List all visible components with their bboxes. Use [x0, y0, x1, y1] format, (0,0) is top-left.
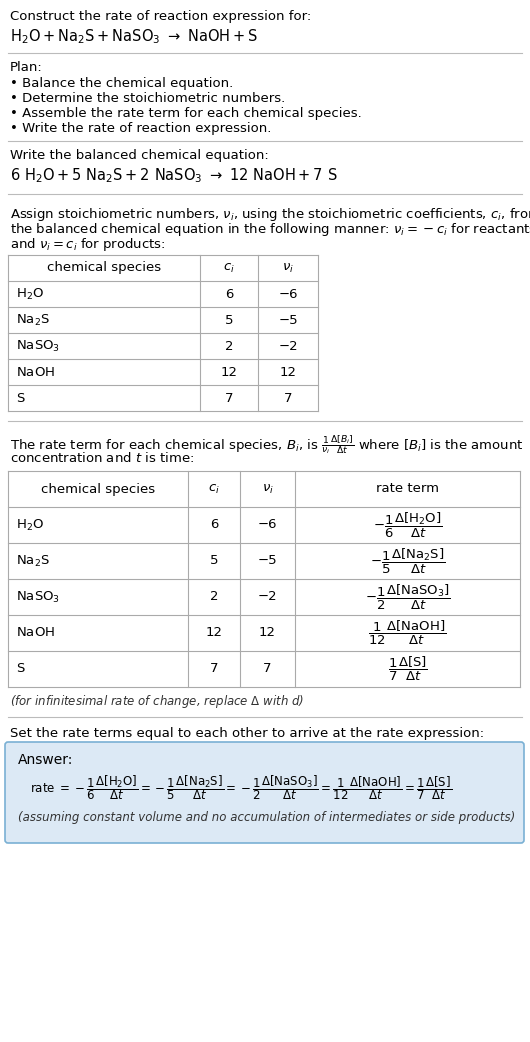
Text: $\mathrm{S}$: $\mathrm{S}$	[16, 663, 25, 675]
FancyBboxPatch shape	[5, 742, 524, 843]
Text: 2: 2	[225, 340, 233, 352]
Text: −2: −2	[278, 340, 298, 352]
Text: rate term: rate term	[376, 482, 439, 496]
Text: $c_i$: $c_i$	[208, 482, 220, 496]
Text: Set the rate terms equal to each other to arrive at the rate expression:: Set the rate terms equal to each other t…	[10, 727, 484, 740]
Text: −6: −6	[258, 519, 277, 531]
Text: 12: 12	[220, 366, 237, 378]
Text: $-\dfrac{1}{2}\dfrac{\Delta[\mathrm{NaSO_3}]}{\Delta t}$: $-\dfrac{1}{2}\dfrac{\Delta[\mathrm{NaSO…	[365, 582, 450, 612]
Text: $-\dfrac{1}{5}\dfrac{\Delta[\mathrm{Na_2S}]}{\Delta t}$: $-\dfrac{1}{5}\dfrac{\Delta[\mathrm{Na_2…	[370, 546, 445, 575]
Text: $\mathrm{NaSO_3}$: $\mathrm{NaSO_3}$	[16, 339, 60, 353]
Text: $\mathrm{H_2O}$: $\mathrm{H_2O}$	[16, 518, 44, 532]
Text: $\mathrm{NaSO_3}$: $\mathrm{NaSO_3}$	[16, 590, 60, 604]
Text: (for infinitesimal rate of change, replace $\Delta$ with $d$): (for infinitesimal rate of change, repla…	[10, 693, 304, 710]
Text: rate $= -\dfrac{1}{6}\dfrac{\Delta[\mathrm{H_2O}]}{\Delta t}= -\dfrac{1}{5}\dfra: rate $= -\dfrac{1}{6}\dfrac{\Delta[\math…	[30, 773, 452, 801]
Text: 7: 7	[263, 663, 272, 675]
Text: Assign stoichiometric numbers, $\nu_i$, using the stoichiometric coefficients, $: Assign stoichiometric numbers, $\nu_i$, …	[10, 206, 530, 223]
Text: concentration and $t$ is time:: concentration and $t$ is time:	[10, 451, 194, 465]
Text: 6: 6	[225, 288, 233, 300]
Text: $6\ \mathrm{H_2O} + 5\ \mathrm{Na_2S} + 2\ \mathrm{NaSO_3}\ \rightarrow\ 12\ \ma: $6\ \mathrm{H_2O} + 5\ \mathrm{Na_2S} + …	[10, 166, 338, 184]
Text: Write the balanced chemical equation:: Write the balanced chemical equation:	[10, 149, 269, 162]
Text: • Assemble the rate term for each chemical species.: • Assemble the rate term for each chemic…	[10, 107, 362, 120]
Text: $\mathrm{H_2O}$: $\mathrm{H_2O}$	[16, 287, 44, 301]
Text: the balanced chemical equation in the following manner: $\nu_i = -c_i$ for react: the balanced chemical equation in the fo…	[10, 221, 530, 238]
Text: 12: 12	[259, 626, 276, 640]
Text: Answer:: Answer:	[18, 753, 73, 767]
Text: $\dfrac{1}{12}\dfrac{\Delta[\mathrm{NaOH}]}{\Delta t}$: $\dfrac{1}{12}\dfrac{\Delta[\mathrm{NaOH…	[368, 619, 447, 647]
Text: 7: 7	[284, 392, 292, 404]
Text: chemical species: chemical species	[41, 482, 155, 496]
Text: 12: 12	[206, 626, 223, 640]
Text: Construct the rate of reaction expression for:: Construct the rate of reaction expressio…	[10, 10, 311, 23]
Text: 5: 5	[210, 554, 218, 568]
Text: −5: −5	[278, 314, 298, 326]
Text: • Determine the stoichiometric numbers.: • Determine the stoichiometric numbers.	[10, 92, 285, 105]
Text: $\mathrm{NaOH}$: $\mathrm{NaOH}$	[16, 366, 55, 378]
Text: 7: 7	[225, 392, 233, 404]
Text: Plan:: Plan:	[10, 61, 43, 74]
Text: 5: 5	[225, 314, 233, 326]
Text: $c_i$: $c_i$	[223, 262, 235, 274]
Text: 7: 7	[210, 663, 218, 675]
Text: and $\nu_i = c_i$ for products:: and $\nu_i = c_i$ for products:	[10, 235, 165, 253]
Text: −2: −2	[258, 591, 277, 603]
Text: $\nu_i$: $\nu_i$	[261, 482, 273, 496]
Text: 6: 6	[210, 519, 218, 531]
Text: • Balance the chemical equation.: • Balance the chemical equation.	[10, 77, 233, 90]
Text: $-\dfrac{1}{6}\dfrac{\Delta[\mathrm{H_2O}]}{\Delta t}$: $-\dfrac{1}{6}\dfrac{\Delta[\mathrm{H_2O…	[373, 511, 442, 540]
Text: 2: 2	[210, 591, 218, 603]
Text: (assuming constant volume and no accumulation of intermediates or side products): (assuming constant volume and no accumul…	[18, 811, 515, 824]
Text: The rate term for each chemical species, $B_i$, is $\frac{1}{\nu_i}\frac{\Delta[: The rate term for each chemical species,…	[10, 433, 524, 456]
Text: $\nu_i$: $\nu_i$	[282, 262, 294, 274]
Text: • Write the rate of reaction expression.: • Write the rate of reaction expression.	[10, 122, 271, 135]
Text: $\mathrm{Na_2S}$: $\mathrm{Na_2S}$	[16, 313, 50, 327]
Text: 12: 12	[279, 366, 296, 378]
Text: $\mathrm{NaOH}$: $\mathrm{NaOH}$	[16, 626, 55, 640]
Text: −6: −6	[278, 288, 298, 300]
Text: $\dfrac{1}{7}\dfrac{\Delta[\mathrm{S}]}{\Delta t}$: $\dfrac{1}{7}\dfrac{\Delta[\mathrm{S}]}{…	[387, 655, 428, 684]
Text: $\mathrm{H_2O + Na_2S + NaSO_3}\ \rightarrow\ \mathrm{NaOH + S}$: $\mathrm{H_2O + Na_2S + NaSO_3}\ \righta…	[10, 27, 258, 46]
Text: $\mathrm{S}$: $\mathrm{S}$	[16, 392, 25, 404]
Text: $\mathrm{Na_2S}$: $\mathrm{Na_2S}$	[16, 553, 50, 569]
Text: chemical species: chemical species	[47, 262, 161, 274]
Text: −5: −5	[258, 554, 277, 568]
